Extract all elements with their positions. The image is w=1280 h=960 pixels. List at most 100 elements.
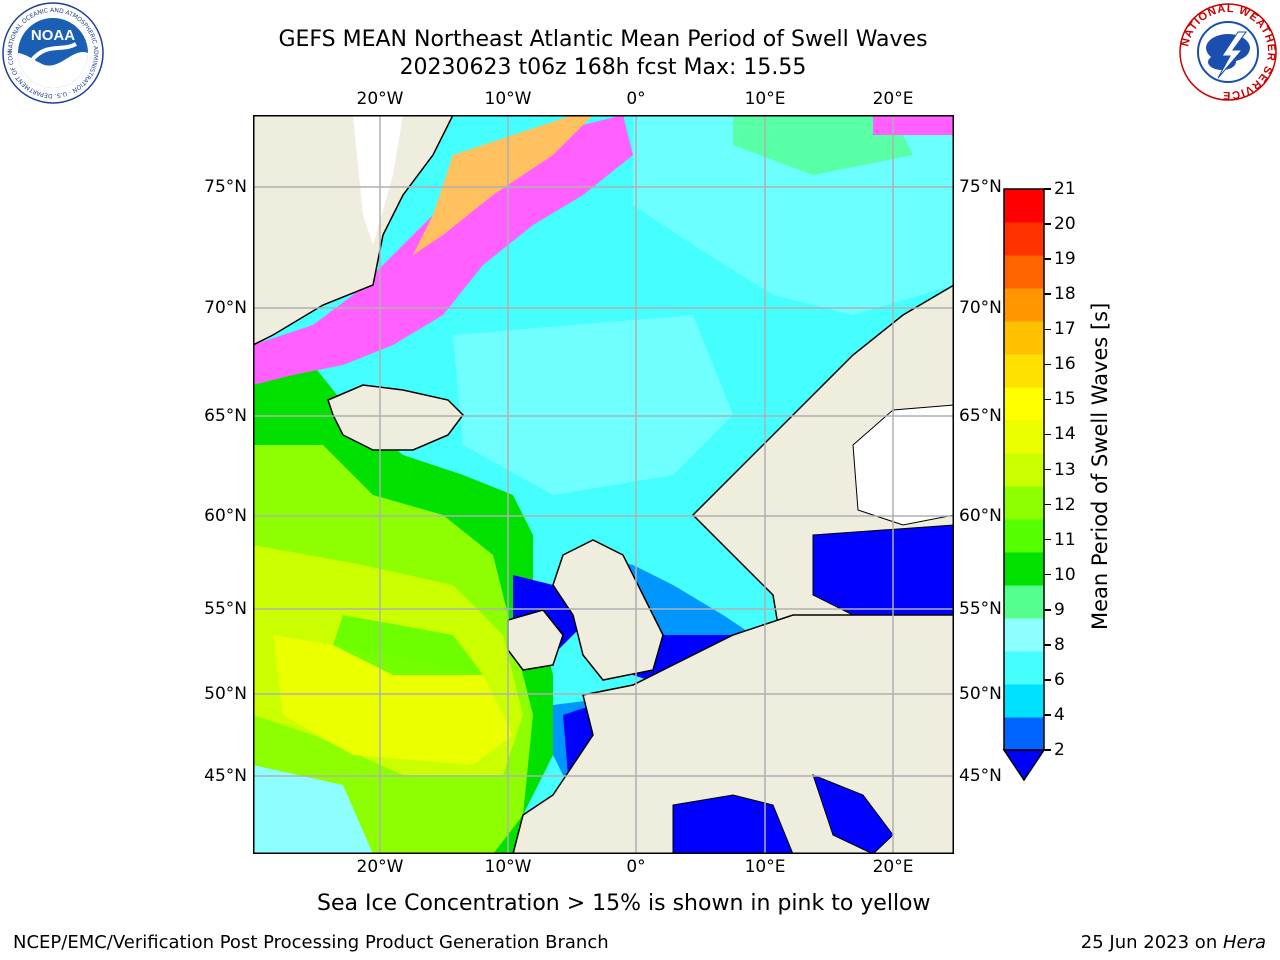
lon-tick-top: 10°W [484,89,532,109]
lat-tick-right: 60°N [959,506,1002,526]
footer-date: 25 Jun 2023 on Hera [1081,932,1266,954]
lat-tick-left: 60°N [204,506,247,526]
colorbar-tick-label: 20 [1054,214,1076,235]
colorbar-tick-mark [1044,293,1051,295]
lat-tick-right: 55°N [959,599,1002,619]
page-subtitle: 20230623 t06z 168h fcst Max: 15.55 [399,55,807,80]
sea-ice-pink [253,115,633,385]
sea-ice-orange [413,115,593,255]
swell-period-map [252,114,955,855]
colorbar-tick-mark [1044,363,1051,366]
colorbar [1000,185,1050,785]
colorbar-label: Mean Period of Swell Waves [s] [1088,302,1112,630]
lat-tick-left: 65°N [204,406,247,426]
colorbar-tick-mark [1044,573,1051,576]
map-panel [252,114,955,855]
colorbar-tick-mark [1044,468,1051,471]
lon-tick-top: 20°W [356,89,404,109]
colorbar-segment [1004,453,1044,487]
colorbar-tick-label: 12 [1054,494,1076,515]
colorbar-tick-mark [1044,223,1051,225]
colorbar-tick-label: 8 [1054,634,1065,655]
lat-tick-left: 45°N [204,766,247,786]
colorbar-segment [1004,684,1044,718]
colorbar-tick-mark [1044,398,1051,401]
colorbar-tick-label: 15 [1054,389,1076,410]
colorbar-tick-mark [1044,188,1051,190]
lat-tick-left: 70°N [204,298,247,318]
colorbar-tick-label: 14 [1054,424,1076,445]
lon-tick-top: 0° [626,89,646,109]
colorbar-tick-label: 6 [1054,669,1065,690]
colorbar-segment [1004,552,1044,586]
colorbar-segment [1004,321,1044,355]
colorbar-tick-label: 18 [1054,284,1076,305]
map-gridlines [253,115,954,854]
colorbar-extend-triangle [1002,749,1046,782]
greenland-ice-cap [353,115,403,245]
colorbar-tick-label: 13 [1054,459,1076,480]
lon-tick-top: 20°E [872,89,914,109]
colorbar-tick-label: 21 [1054,179,1076,199]
lon-tick-bottom: 0° [626,857,646,877]
nws-logo-icon: NATIONAL WEATHER SERVICE [1178,2,1278,102]
noaa-logo-text: NOAA [31,27,75,44]
colorbar-tick-mark [1044,433,1051,436]
colorbar-segment [1004,651,1044,685]
footer-machine: Hera [1222,932,1266,953]
colorbar-segment [1004,189,1044,223]
sea-ice-svalbard [873,115,954,135]
colorbar-tick-label: 2 [1054,740,1065,760]
colorbar-segment [1004,585,1044,619]
page-title: GEFS MEAN Northeast Atlantic Mean Period… [278,27,928,52]
lat-tick-right: 65°N [959,406,1002,426]
lat-tick-right: 50°N [959,684,1002,704]
sea-ice-caption: Sea Ice Concentration > 15% is shown in … [317,891,931,916]
lat-tick-right: 75°N [959,177,1002,197]
colorbar-tick-mark [1044,679,1051,681]
colorbar-tick-mark [1044,258,1051,260]
colorbar-segment [1004,255,1044,289]
aqua-region-central [453,315,733,495]
colorbar-segment [1004,717,1044,751]
land-iceland [327,384,464,451]
colorbar-tick-mark [1044,749,1051,751]
western-mediterranean [672,794,794,855]
aqua-southwest [253,765,373,854]
mint-region-north [733,115,913,175]
colorbar-segment [1004,354,1044,388]
colorbar-tick-label: 11 [1054,529,1076,550]
colorbar-tick-mark [1044,609,1051,611]
colorbar-tick-mark [1044,503,1051,506]
lon-tick-bottom: 20°W [356,857,404,877]
colorbar-segment [1004,618,1044,652]
colorbar-tick-mark [1044,538,1051,541]
colorbar-tick-label: 17 [1054,319,1076,340]
lat-tick-left: 55°N [204,599,247,619]
colorbar-tick-label: 10 [1054,564,1076,585]
colorbar-segment [1004,288,1044,322]
colorbar-segment [1004,387,1044,421]
colorbar-tick-mark [1044,644,1051,646]
lon-tick-top: 10°E [744,89,786,109]
colorbar-tick-mark [1044,714,1051,716]
colorbar-segment [1004,222,1044,256]
colorbar-segment [1004,420,1044,454]
colorbar-tick-label: 19 [1054,249,1076,270]
colorbar-tick-label: 4 [1054,704,1065,725]
colorbar-segment [1004,519,1044,553]
land-greenland [252,114,455,347]
lon-tick-bottom: 10°W [484,857,532,877]
colorbar-tick-label: 16 [1054,354,1076,375]
lon-tick-bottom: 10°E [744,857,786,877]
adriatic-sea [812,774,894,855]
lat-tick-left: 75°N [204,177,247,197]
colorbar-tick-label: 9 [1054,599,1065,620]
lat-tick-right: 45°N [959,766,1002,786]
colorbar-segment [1004,486,1044,520]
aqua-region-north [633,115,954,315]
lon-tick-bottom: 20°E [872,857,914,877]
map-frame [253,115,954,854]
lat-tick-right: 70°N [959,298,1002,318]
footer-date-text: 25 Jun 2023 on [1080,932,1223,953]
